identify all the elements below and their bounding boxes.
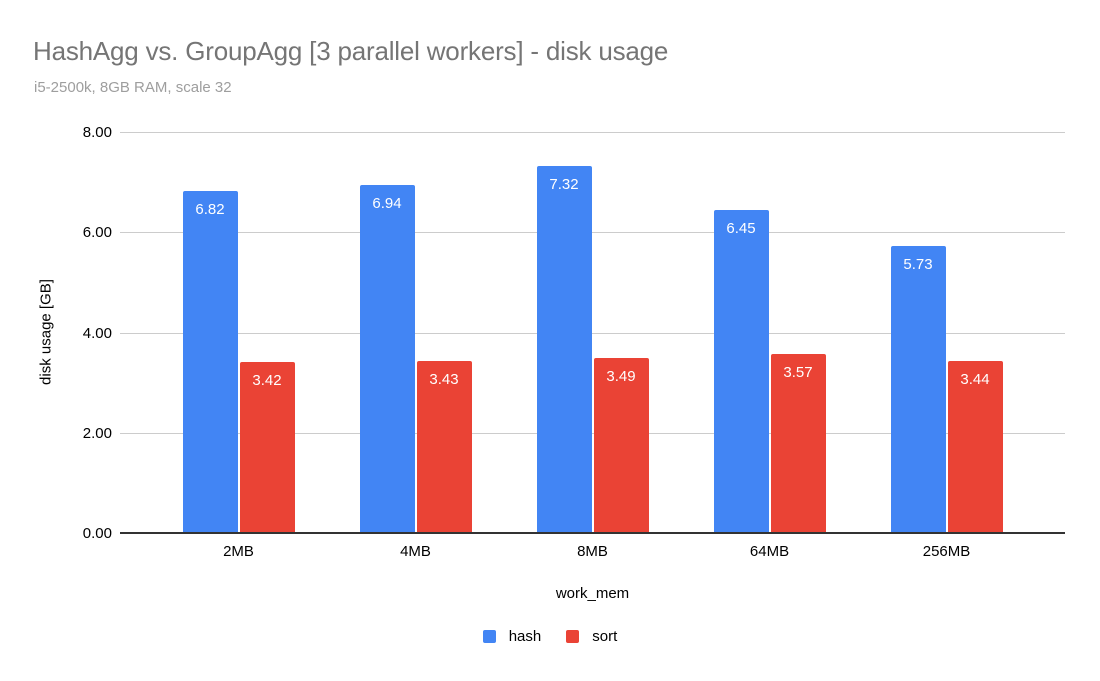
- bar-group-2MB: 6.82 3.42 2MB: [150, 132, 327, 560]
- legend-label: hash: [508, 628, 542, 645]
- bar-value-label: 3.43: [429, 371, 459, 389]
- x-tick-256MB: 256MB: [922, 543, 971, 560]
- y-tick-label: 6.00: [82, 224, 112, 241]
- legend-swatch-hash: [482, 630, 496, 643]
- chart-subtitle: i5-2500k, 8GB RAM, scale 32: [34, 79, 232, 96]
- bar-value-label: 3.57: [783, 364, 813, 382]
- y-tick-label: 8.00: [82, 124, 112, 141]
- gridline: [120, 132, 1065, 133]
- legend-swatch-sort: [566, 630, 580, 643]
- bar-hash-256MB: 5.73: [890, 245, 946, 533]
- x-tick-64MB: 64MB: [749, 543, 790, 560]
- y-tick-label: 4.00: [82, 325, 112, 342]
- bar-groups: 6.82 3.42 2MB 6.94 3.43 4MB 7.32 3.49 8MB 6.45 3.5…: [150, 132, 1035, 560]
- bar-hash-8MB: 7.32: [536, 166, 592, 533]
- bar-sort-4MB: 3.43: [416, 361, 472, 533]
- x-axis-line: [120, 532, 1065, 534]
- bar-value-label: 3.44: [960, 370, 990, 388]
- y-axis-tick-labels: 0.00 2.00 4.00 6.00 8.00: [40, 124, 112, 542]
- bar-sort-2MB: 3.42: [239, 361, 295, 533]
- bar-group-4MB: 6.94 3.43 4MB: [327, 132, 504, 560]
- bar-group-64MB: 6.45 3.57 64MB: [681, 132, 858, 560]
- x-axis-title: work_mem: [555, 585, 630, 602]
- bar-hash-2MB: 6.82: [182, 191, 238, 533]
- x-tick-4MB: 4MB: [400, 543, 431, 560]
- chart-title: HashAgg vs. GroupAgg [3 parallel workers…: [33, 36, 669, 66]
- legend: hash sort: [0, 628, 1100, 645]
- gridline: [120, 333, 1065, 334]
- y-tick-label: 0.00: [82, 525, 112, 542]
- bar-value-label: 6.82: [195, 201, 225, 219]
- bar-hash-64MB: 6.45: [713, 209, 769, 533]
- legend-item-sort: sort: [566, 628, 617, 645]
- bar-sort-64MB: 3.57: [770, 354, 826, 533]
- legend-item-hash: hash: [482, 628, 542, 645]
- gridline: [120, 433, 1065, 434]
- bar-sort-256MB: 3.44: [947, 360, 1003, 533]
- legend-label: sort: [592, 628, 618, 645]
- y-tick-label: 2.00: [82, 425, 112, 442]
- plot-area: 6.82 3.42 2MB 6.94 3.43 4MB 7.32 3.49 8MB 6.45 3.5…: [120, 132, 1065, 560]
- bar-value-label: 5.73: [903, 255, 933, 273]
- bar-group-256MB: 5.73 3.44 256MB: [858, 132, 1035, 560]
- bar-group-8MB: 7.32 3.49 8MB: [504, 132, 681, 560]
- bar-value-label: 3.42: [252, 371, 282, 389]
- bar-sort-8MB: 3.49: [593, 358, 649, 533]
- x-tick-2MB: 2MB: [223, 543, 254, 560]
- bar-value-label: 3.49: [606, 368, 636, 386]
- gridline: [120, 232, 1065, 233]
- bar-hash-4MB: 6.94: [359, 185, 415, 533]
- bar-value-label: 7.32: [549, 176, 579, 194]
- bar-value-label: 6.94: [372, 195, 402, 213]
- x-tick-8MB: 8MB: [577, 543, 608, 560]
- bar-value-label: 6.45: [726, 219, 756, 237]
